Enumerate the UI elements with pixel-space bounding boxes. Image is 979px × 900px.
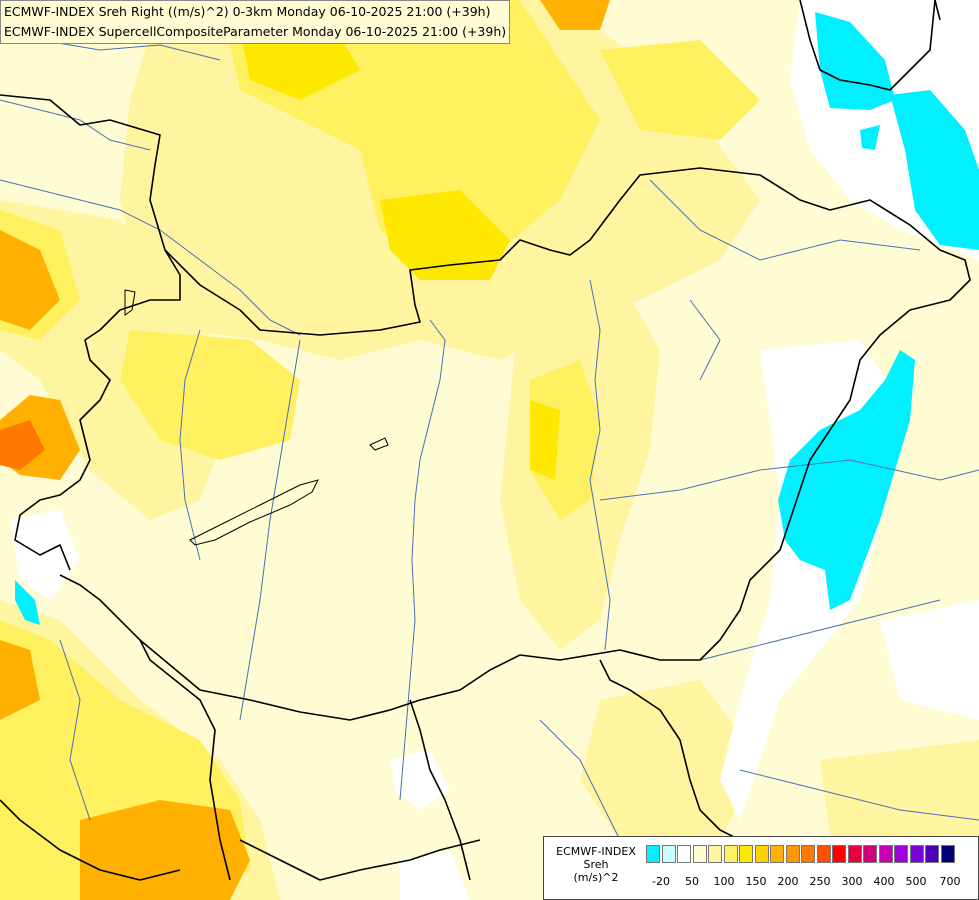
legend-tick-label: 500 bbox=[905, 875, 927, 888]
legend-swatch bbox=[754, 845, 769, 863]
legend-swatch bbox=[770, 845, 784, 863]
legend-swatch bbox=[894, 845, 908, 863]
cyan-area bbox=[890, 90, 979, 250]
orange-area bbox=[80, 800, 250, 900]
legend-tick-label: -20 bbox=[652, 875, 670, 888]
legend-tick-label: 150 bbox=[745, 875, 767, 888]
legend-swatch bbox=[739, 845, 753, 863]
color-legend: ECMWF-INDEX Sreh (m/s)^2 -20 50 100 150 200 2… bbox=[543, 836, 979, 900]
legend-swatch bbox=[847, 845, 862, 863]
orange-area bbox=[0, 640, 40, 720]
red-orange-area bbox=[0, 420, 45, 470]
legend-tick-label: 250 bbox=[809, 875, 831, 888]
legend-swatch bbox=[723, 845, 738, 863]
legend-swatch bbox=[816, 845, 831, 863]
yellow-area bbox=[530, 360, 600, 520]
legend-swatch bbox=[646, 845, 660, 863]
map-title-line-2: ECMWF-INDEX SupercellCompositeParameter … bbox=[4, 24, 507, 39]
legend-tick-label: 50 bbox=[685, 875, 699, 888]
legend-swatch bbox=[909, 845, 924, 863]
legend-swatch bbox=[677, 845, 691, 863]
legend-tick-label: 200 bbox=[777, 875, 799, 888]
yellow-area bbox=[120, 330, 300, 460]
white-area bbox=[390, 750, 450, 810]
legend-swatch bbox=[925, 845, 939, 863]
legend-title-model: ECMWF-INDEX bbox=[556, 845, 636, 858]
white-area bbox=[10, 510, 80, 600]
orange-area bbox=[0, 230, 60, 330]
legend-swatch bbox=[801, 845, 815, 863]
cyan-area bbox=[778, 350, 915, 610]
legend-tick-label: 300 bbox=[841, 875, 863, 888]
legend-swatch bbox=[940, 845, 955, 863]
legend-title: ECMWF-INDEX Sreh (m/s)^2 bbox=[548, 845, 644, 884]
legend-tick-label: 400 bbox=[873, 875, 895, 888]
legend-swatch bbox=[863, 845, 877, 863]
small-lake bbox=[124, 289, 136, 316]
yellow-area bbox=[600, 40, 760, 140]
white-area bbox=[400, 850, 470, 900]
cyan-area bbox=[860, 125, 880, 150]
legend-tick-label: 700 bbox=[939, 875, 961, 888]
orange-area bbox=[540, 0, 610, 30]
legend-tick-labels: -20 50 100 150 200 250 300 400 500 700 bbox=[646, 875, 976, 889]
light-yellow-area bbox=[580, 680, 760, 840]
legend-swatch bbox=[878, 845, 893, 863]
cyan-area bbox=[15, 580, 40, 625]
legend-swatch bbox=[832, 845, 846, 863]
legend-swatches bbox=[646, 845, 956, 863]
legend-swatch bbox=[692, 845, 707, 863]
lake bbox=[189, 479, 319, 546]
bright-yellow-area bbox=[380, 190, 510, 280]
rivers bbox=[0, 39, 979, 841]
map-title-box: ECMWF-INDEX Sreh Right ((m/s)^2) 0-3km M… bbox=[0, 0, 511, 44]
white-area bbox=[880, 600, 979, 720]
small-lake bbox=[369, 437, 389, 451]
legend-title-variable: Sreh bbox=[583, 858, 609, 871]
legend-swatch bbox=[785, 845, 800, 863]
map-title-line-1: ECMWF-INDEX Sreh Right ((m/s)^2) 0-3km M… bbox=[4, 4, 491, 19]
legend-tick-label: 100 bbox=[713, 875, 735, 888]
country-borders bbox=[0, 0, 971, 881]
legend-swatch bbox=[661, 845, 676, 863]
legend-title-unit: (m/s)^2 bbox=[573, 871, 619, 884]
bright-yellow-area bbox=[530, 400, 560, 480]
legend-swatch bbox=[708, 845, 722, 863]
light-yellow-area bbox=[820, 740, 979, 836]
